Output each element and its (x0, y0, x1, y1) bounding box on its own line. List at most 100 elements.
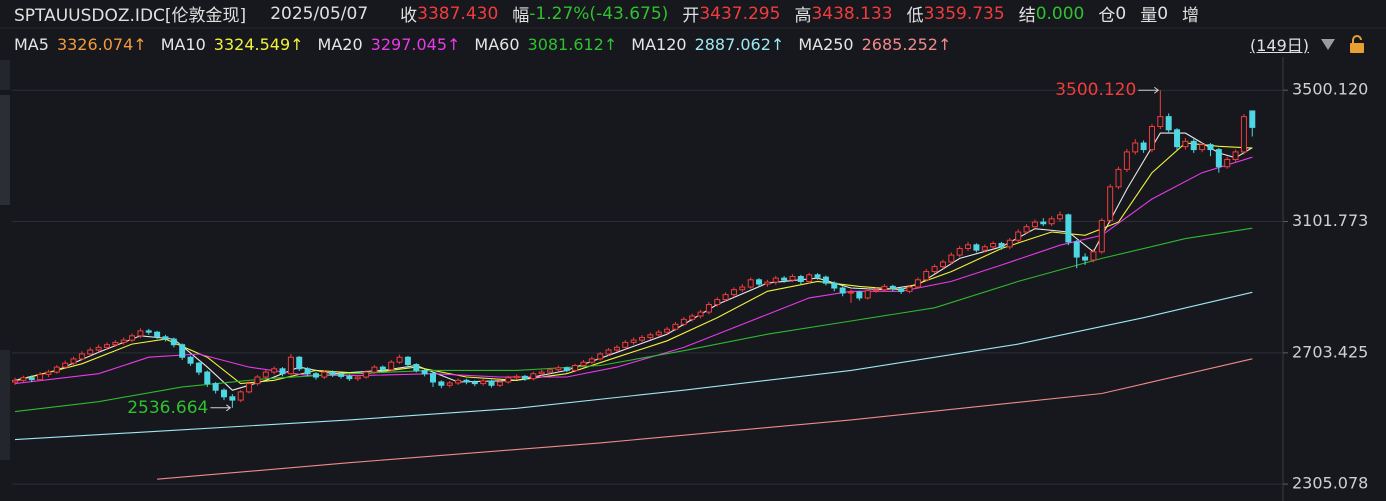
candle-body (739, 286, 746, 291)
candle-body (538, 371, 545, 375)
candle-body (20, 377, 27, 381)
period[interactable]: (149日) (1250, 36, 1310, 55)
candle-body (28, 377, 35, 381)
candle-body (1182, 140, 1189, 148)
candle-body (831, 282, 838, 289)
candle-body (404, 356, 411, 365)
candle-body (53, 366, 60, 373)
candle-body (346, 375, 353, 380)
header: SPTAUUSDOZ.IDC[伦敦金现] 2025/05/07 收 3387.43… (14, 0, 1386, 27)
candle-body (814, 274, 821, 278)
candle-body (496, 381, 503, 386)
candle-body (1199, 144, 1206, 151)
period-controls: (149日) (1250, 31, 1369, 57)
candle-body (488, 380, 495, 386)
legend-name: MA5 (14, 34, 49, 54)
candle-body (730, 289, 737, 296)
side-tab (0, 350, 10, 460)
candle-body (1015, 231, 1022, 241)
ma-line (14, 227, 1253, 413)
candle-body (463, 379, 470, 383)
candle-body (764, 281, 771, 285)
candle-body (797, 275, 804, 282)
side-tab (0, 60, 10, 90)
dropdown-icon[interactable] (1319, 37, 1337, 51)
candle-body (956, 247, 963, 256)
field-value: 3437.295 (699, 3, 781, 24)
candle-body (179, 344, 186, 358)
candle-body (329, 371, 336, 375)
candle-body (1048, 218, 1055, 225)
candle-body (221, 389, 227, 398)
candle-body (931, 266, 938, 273)
date: 2025/05/07 (270, 3, 369, 24)
legend-value: 3326.074 (56, 34, 134, 54)
candle-body (1249, 110, 1256, 128)
candle-body (1148, 126, 1155, 151)
candle-body (229, 396, 236, 401)
candle-body (204, 371, 211, 385)
candle-body (1006, 239, 1013, 248)
candle-body (639, 336, 645, 341)
candle-body (170, 338, 177, 346)
candle-body (580, 361, 587, 366)
candle-body (789, 275, 796, 281)
candle-body (965, 244, 972, 249)
candle-body (279, 368, 286, 375)
candle-body (923, 271, 930, 281)
ma-line (14, 142, 1253, 385)
candle-body (981, 246, 988, 251)
candle-body (588, 358, 595, 363)
candle-body (714, 299, 721, 306)
candle-body (137, 330, 144, 337)
candle-body (62, 362, 69, 368)
legend-name: MA120 (631, 34, 687, 54)
legend-value: 3324.549 (213, 34, 291, 54)
candle-body (446, 382, 453, 386)
candle-body (572, 364, 579, 371)
legend-name: MA250 (798, 34, 854, 54)
candle-body (70, 358, 77, 364)
candle-body (438, 381, 445, 386)
candle-body (747, 279, 754, 288)
candle-body (664, 328, 671, 333)
y-tick-label: 2703.425 (1292, 342, 1368, 361)
candle-body (287, 356, 294, 375)
candle-body (680, 318, 687, 325)
candle-body (162, 336, 169, 340)
candle-body (1123, 151, 1130, 170)
field-label: 增 (1182, 6, 1200, 26)
candle-body (547, 369, 554, 373)
candle-body (12, 379, 18, 383)
candle-body (237, 391, 244, 401)
candle-body (973, 244, 980, 251)
candle-body (822, 276, 829, 284)
candle-body (195, 362, 202, 373)
candle-body (471, 381, 478, 385)
y-tick-label: 3500.120 (1292, 80, 1368, 99)
candle-body (939, 261, 946, 268)
lock-icon[interactable] (1347, 34, 1369, 54)
candle-body (756, 279, 763, 285)
candle-body (379, 366, 386, 371)
legend-arrow: ↑ (133, 34, 147, 54)
candle-body (1215, 149, 1222, 168)
candle-body (948, 254, 955, 263)
candle-body (630, 339, 637, 343)
legend-arrow: ↑ (770, 34, 785, 54)
legend-name: MA20 (317, 34, 363, 54)
ma-line (14, 156, 1253, 385)
candle-body (605, 349, 612, 355)
candle-body (856, 291, 863, 299)
candle-body (321, 371, 328, 378)
candle-body (1157, 116, 1164, 128)
field-value: 3359.735 (923, 3, 1005, 24)
candle-body (1098, 219, 1105, 253)
symbol: SPTAUUSDOZ.IDC[伦敦金现] (14, 6, 247, 26)
candle-body (145, 330, 152, 333)
annotation-label: 2536.664 (127, 398, 208, 418)
candle-body (613, 346, 620, 351)
ma-line (14, 291, 1253, 441)
field-value: 3438.133 (811, 3, 893, 24)
